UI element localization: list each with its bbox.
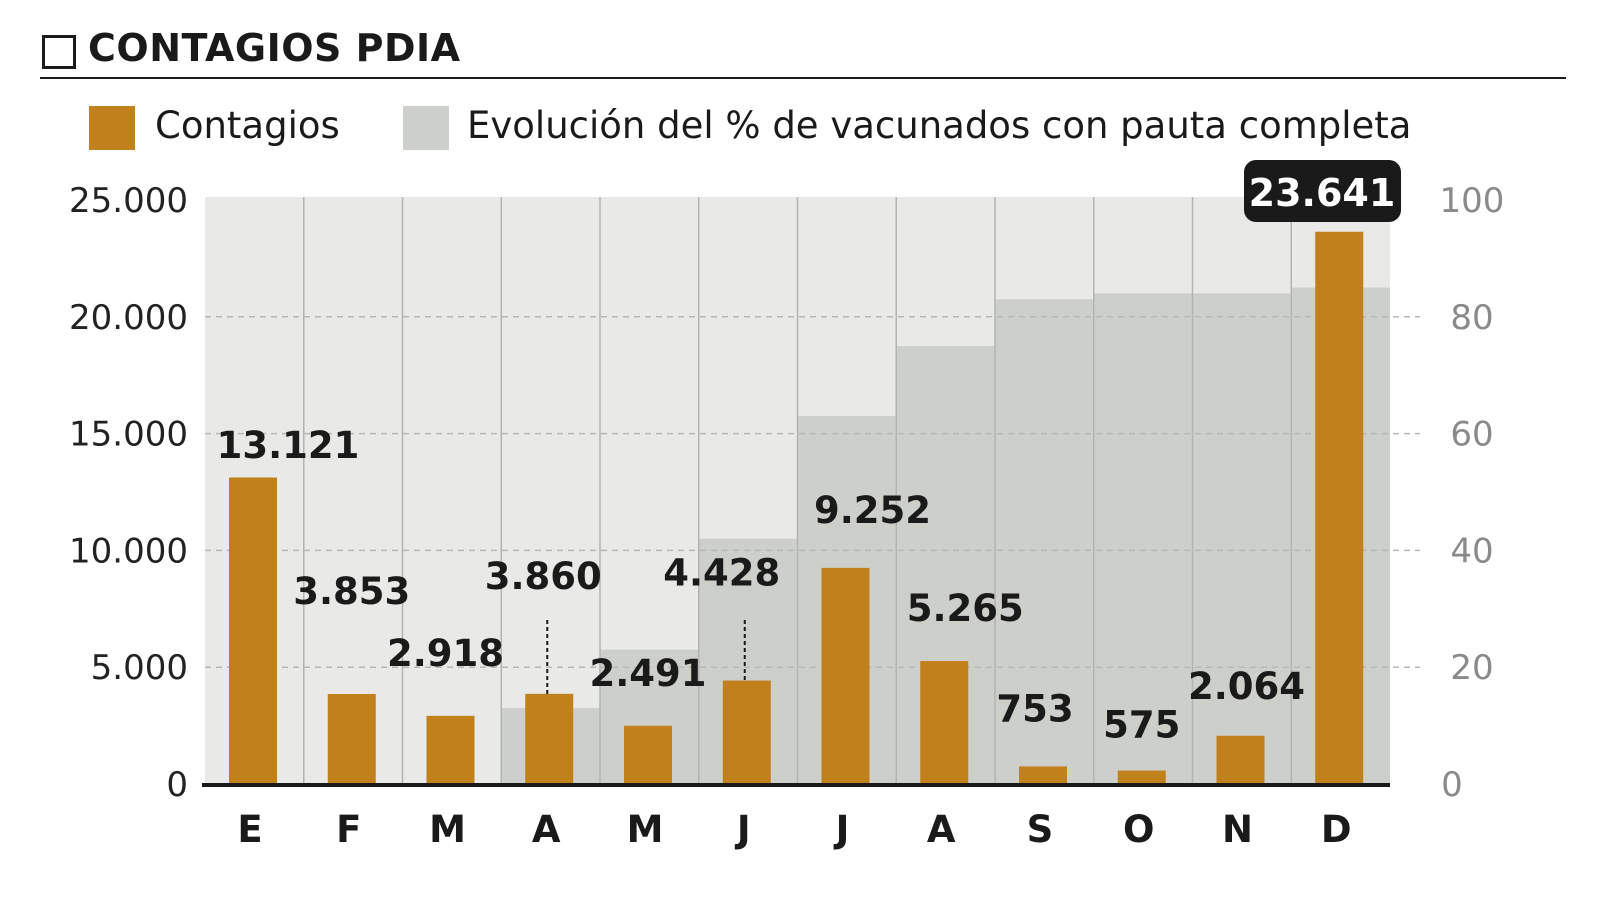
legend-label-vacunados: Evolución del % de vacunados con pauta c…: [467, 104, 1412, 147]
bar-value-label: 23.641: [1249, 171, 1396, 215]
contagios-bar: [624, 725, 672, 784]
x-axis-tick-label: J: [734, 808, 751, 851]
left-axis-tick-label: 20.000: [69, 298, 188, 338]
highlight-label-box: [1244, 160, 1401, 222]
contagios-bar: [1019, 766, 1067, 784]
contagios-bar: [722, 680, 771, 784]
contagios-bar: [1315, 231, 1364, 785]
contagios-bar: [327, 693, 376, 784]
left-axis-tick-label: 0: [166, 765, 188, 805]
bar-value-label: 575: [1103, 704, 1180, 747]
bar-value-label: 4.428: [663, 552, 780, 595]
x-axis-tick-label: M: [429, 808, 466, 851]
vaccination-area-segment: [995, 299, 1094, 784]
left-axis-tick-label: 15.000: [69, 415, 188, 455]
x-axis-tick-label: E: [237, 808, 262, 851]
legend-swatch-contagios: [89, 106, 135, 150]
left-axis-tick-label: 10.000: [69, 531, 188, 571]
contagios-bar: [525, 693, 574, 784]
contagios-bar: [229, 477, 277, 784]
bar-value-label: 2.918: [387, 632, 504, 675]
legend-swatch-vacunados: [403, 106, 449, 150]
contagios-bar: [821, 567, 870, 784]
contagios-bar: [426, 715, 475, 784]
contagios-bar: [920, 661, 969, 784]
bar-value-label: 2.491: [589, 652, 706, 695]
x-axis-tick-label: O: [1123, 808, 1154, 851]
left-axis-tick-label: 25.000: [69, 181, 188, 221]
bar-value-label: 3.853: [293, 570, 410, 613]
bar-value-label: 3.860: [485, 555, 602, 598]
x-axis-tick-label: A: [532, 808, 561, 851]
right-axis-tick-label: 0: [1441, 765, 1463, 805]
vaccination-area-segment: [1093, 293, 1193, 784]
x-axis-tick-label: D: [1321, 808, 1352, 851]
title-divider: [40, 77, 1566, 79]
x-axis-tick-label: F: [336, 808, 361, 851]
x-axis-tick-label: A: [927, 808, 956, 851]
chart-title: CONTAGIOS PDIA: [88, 26, 461, 70]
right-axis-tick-label: 60: [1450, 415, 1493, 455]
right-axis-tick-label: 80: [1450, 298, 1493, 338]
bar-value-label: 2.064: [1188, 665, 1305, 708]
contagios-bar: [1216, 735, 1265, 784]
x-axis-tick-label: M: [627, 808, 664, 851]
right-axis-tick-label: 100: [1440, 181, 1505, 221]
x-axis-tick-label: J: [833, 808, 850, 851]
x-axis-tick-label: S: [1027, 808, 1054, 851]
bar-value-label: 753: [996, 687, 1073, 730]
vaccination-area-segment: [1192, 293, 1292, 784]
bar-value-label: 9.252: [814, 489, 931, 532]
bar-value-label: 5.265: [907, 587, 1024, 630]
right-axis-tick-label: 20: [1450, 648, 1493, 688]
bar-value-label: 13.121: [217, 424, 360, 467]
x-axis-tick-label: N: [1222, 808, 1253, 851]
title-square-icon: [42, 35, 76, 69]
contagios-bar: [1117, 770, 1166, 784]
legend-label-contagios: Contagios: [155, 104, 340, 147]
left-axis-tick-label: 5.000: [91, 648, 188, 688]
right-axis-tick-label: 40: [1450, 531, 1493, 571]
